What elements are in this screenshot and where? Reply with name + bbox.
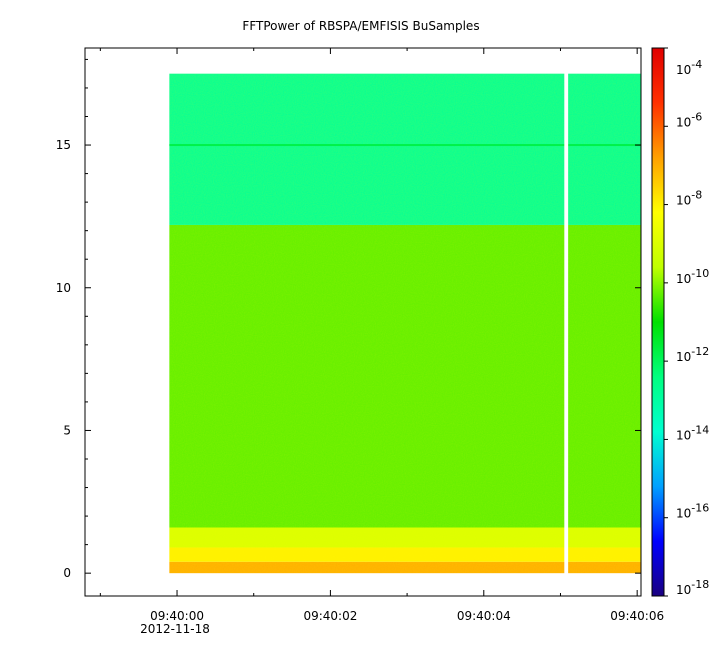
plot-frame [84, 47, 642, 597]
colorbar-gradient [651, 47, 665, 597]
plot-area [84, 47, 642, 597]
chart-title: FFTPower of RBSPA/EMFISIS BuSamples [242, 19, 479, 33]
y-tick-label-1: 5 [63, 423, 71, 437]
x-tick-label-1: 09:40:02 [303, 609, 357, 623]
y-tick-label-0: 0 [63, 566, 71, 580]
colorbar-tick-label-5: 10-14 [676, 423, 709, 442]
colorbar-tick-label-3: 10-10 [676, 267, 709, 286]
colorbar-tick-label-0: 10-4 [676, 58, 702, 77]
y-tick-label-2: 10 [56, 281, 71, 295]
x-tick-sublabel-0: 2012-11-18 [140, 622, 210, 636]
y-tick-label-3: 15 [56, 138, 71, 152]
colorbar-tick-label-4: 10-12 [676, 345, 709, 364]
colorbar: 10-4 10-6 10-8 10-10 10-12 10-14 10-16 10-18 [651, 47, 709, 597]
colorbar-tick-label-7: 10-18 [676, 578, 709, 597]
data-gap [564, 72, 569, 575]
spectrogram-texture [169, 73, 641, 574]
x-tick-label-2: 09:40:04 [457, 609, 511, 623]
colorbar-tick-label-2: 10-8 [676, 189, 702, 208]
x-tick-label-0: 09:40:00 [150, 609, 204, 623]
x-tick-label-3: 09:40:06 [610, 609, 664, 623]
spectrogram-line-feature [169, 144, 641, 147]
colorbar-tick-label-6: 10-16 [676, 502, 709, 521]
colorbar-tick-label-1: 10-6 [676, 110, 702, 129]
y-axis: 0 5 10 15 [56, 58, 641, 580]
